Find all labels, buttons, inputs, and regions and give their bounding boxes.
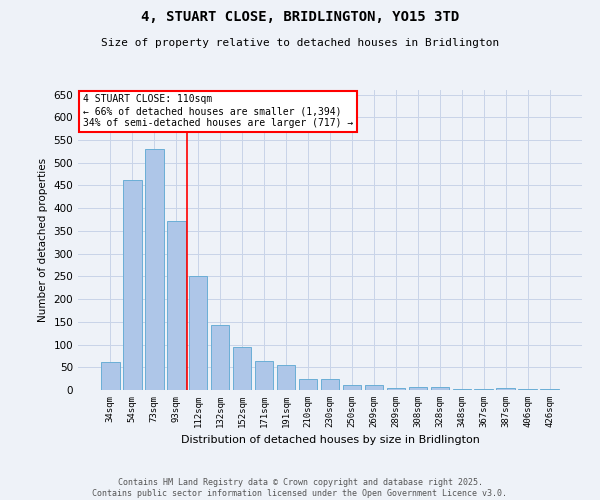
Bar	[255, 362, 274, 390]
Bar	[386, 388, 405, 390]
Bar	[233, 347, 251, 390]
Bar	[343, 386, 361, 390]
Bar	[431, 387, 449, 390]
Bar	[475, 388, 493, 390]
Bar	[320, 378, 340, 390]
Text: Size of property relative to detached houses in Bridlington: Size of property relative to detached ho…	[101, 38, 499, 48]
Text: 4, STUART CLOSE, BRIDLINGTON, YO15 3TD: 4, STUART CLOSE, BRIDLINGTON, YO15 3TD	[141, 10, 459, 24]
Bar	[123, 180, 142, 390]
Bar	[167, 221, 185, 390]
Bar	[452, 388, 471, 390]
Bar	[496, 388, 515, 390]
Text: Contains HM Land Registry data © Crown copyright and database right 2025.
Contai: Contains HM Land Registry data © Crown c…	[92, 478, 508, 498]
Bar	[541, 388, 559, 390]
Bar	[101, 362, 119, 390]
Bar	[189, 276, 208, 390]
Bar	[299, 378, 317, 390]
Bar	[365, 386, 383, 390]
Bar	[409, 387, 427, 390]
Bar	[145, 149, 164, 390]
X-axis label: Distribution of detached houses by size in Bridlington: Distribution of detached houses by size …	[181, 436, 479, 446]
Text: 4 STUART CLOSE: 110sqm
← 66% of detached houses are smaller (1,394)
34% of semi-: 4 STUART CLOSE: 110sqm ← 66% of detached…	[83, 94, 353, 128]
Y-axis label: Number of detached properties: Number of detached properties	[38, 158, 48, 322]
Bar	[518, 388, 537, 390]
Bar	[277, 365, 295, 390]
Bar	[211, 326, 229, 390]
